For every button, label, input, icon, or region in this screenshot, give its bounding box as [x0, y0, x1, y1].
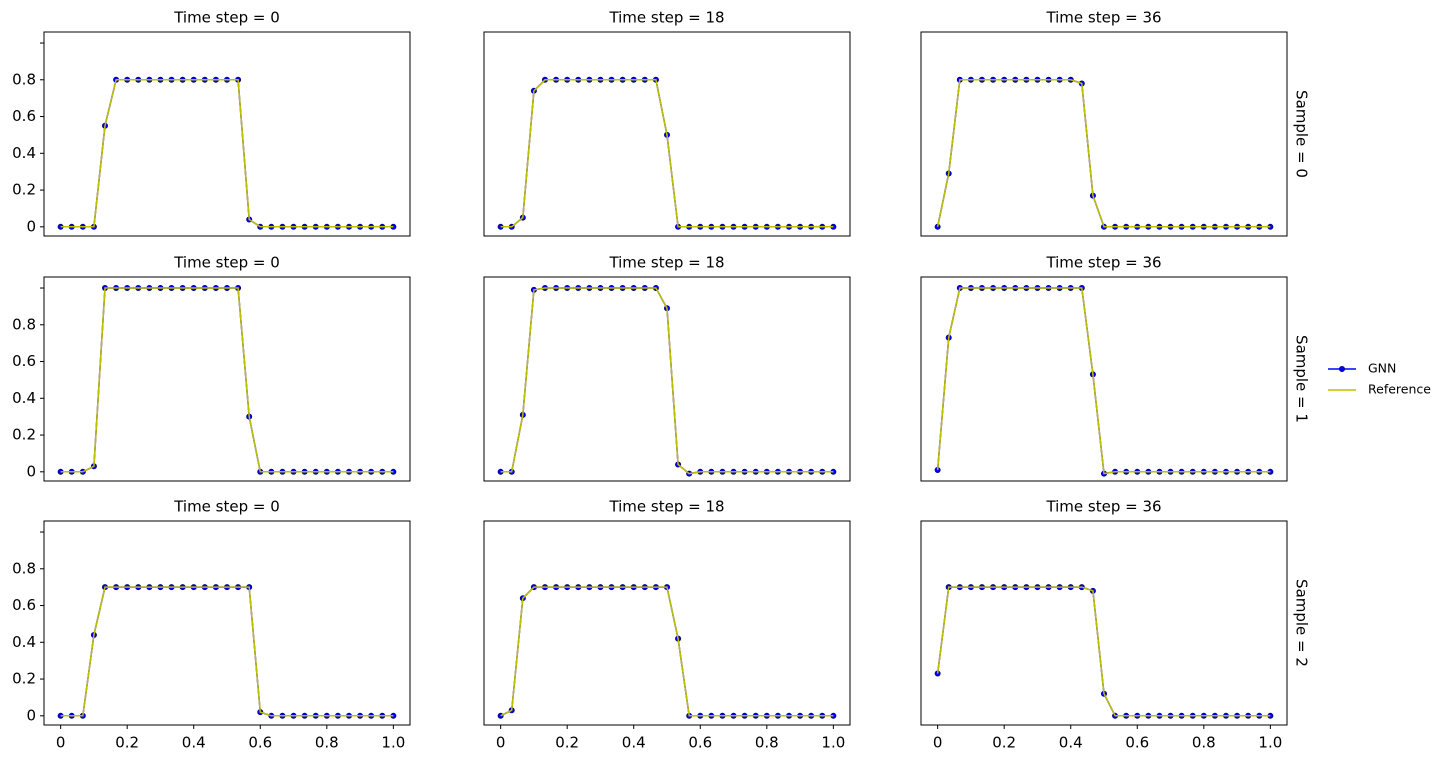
series-line: [60, 586, 394, 717]
subplot-title: Time step = 36: [1045, 9, 1161, 27]
legend-label: GNN: [1368, 361, 1396, 376]
x-tick-label: 0.6: [248, 734, 272, 752]
y-tick-label: 0.8: [12, 70, 36, 88]
axes-frame: [483, 276, 851, 482]
series-line: [500, 79, 834, 228]
series-line: [500, 79, 834, 228]
x-tick-label: 0.6: [1125, 734, 1149, 752]
y-tick-label: 0.8: [12, 559, 36, 577]
row-label: Sample = 1: [1293, 335, 1311, 423]
y-tick-label: 0.4: [12, 633, 36, 651]
series-line: [60, 586, 394, 717]
x-tick-label: 1.0: [381, 734, 405, 752]
x-tick-label: 0.2: [992, 734, 1016, 752]
legend-marker: [1339, 365, 1346, 372]
axes-frame: [43, 520, 411, 726]
x-tick-label: 0.8: [315, 734, 339, 752]
x-tick-label: 0.6: [688, 734, 712, 752]
y-tick-label: 0: [26, 706, 36, 724]
subplot-title: Time step = 18: [608, 254, 724, 272]
subplot-title: Time step = 0: [173, 498, 280, 516]
y-tick-label: 0.2: [12, 181, 36, 199]
y-tick-label: 0: [26, 462, 36, 480]
series-line: [936, 586, 1271, 717]
axes-frame: [920, 276, 1288, 482]
series-line: [60, 287, 394, 473]
subplot-title: Time step = 0: [173, 9, 280, 27]
series-line: [936, 79, 1271, 228]
x-tick-label: 0.4: [1059, 734, 1083, 752]
subplot-title: Time step = 36: [1045, 254, 1161, 272]
y-tick-label: 0.6: [12, 352, 36, 370]
subplot-title: Time step = 18: [608, 9, 724, 27]
axes-frame: [43, 276, 411, 482]
series-line: [500, 586, 834, 717]
x-tick-label: 1.0: [821, 734, 845, 752]
x-tick-label: 0: [933, 734, 943, 752]
x-tick-label: 0: [496, 734, 506, 752]
axes-frame: [920, 520, 1288, 726]
x-tick-label: 0.4: [622, 734, 646, 752]
x-tick-label: 0: [56, 734, 66, 752]
series-line: [60, 287, 394, 473]
subplot-title: Time step = 18: [608, 498, 724, 516]
axes-frame: [920, 31, 1288, 237]
x-tick-label: 0.4: [182, 734, 206, 752]
row-label: Sample = 2: [1293, 579, 1311, 667]
row-label: Sample = 0: [1293, 90, 1311, 178]
y-tick-label: 0.4: [12, 389, 36, 407]
legend-label: Reference: [1368, 382, 1431, 397]
series-line: [60, 79, 394, 228]
x-tick-label: 0.2: [555, 734, 579, 752]
axes-frame: [483, 520, 851, 726]
series-line: [936, 287, 1271, 475]
series-line: [500, 586, 834, 717]
axes-frame: [483, 31, 851, 237]
y-tick-label: 0.2: [12, 670, 36, 688]
subplot-title: Time step = 0: [173, 254, 280, 272]
x-tick-label: 0.2: [115, 734, 139, 752]
subplot-title: Time step = 36: [1045, 498, 1161, 516]
y-tick-label: 0.4: [12, 144, 36, 162]
y-tick-label: 0.2: [12, 426, 36, 444]
y-tick-label: 0: [26, 217, 36, 235]
x-tick-label: 0.8: [1192, 734, 1216, 752]
series-line: [500, 287, 834, 475]
series-line: [936, 79, 1271, 228]
axes-frame: [43, 31, 411, 237]
y-tick-label: 0.6: [12, 596, 36, 614]
y-tick-label: 0.6: [12, 107, 36, 125]
y-tick-label: 0.8: [12, 315, 36, 333]
series-line: [936, 287, 1271, 475]
x-tick-label: 1.0: [1258, 734, 1282, 752]
x-tick-label: 0.8: [755, 734, 779, 752]
